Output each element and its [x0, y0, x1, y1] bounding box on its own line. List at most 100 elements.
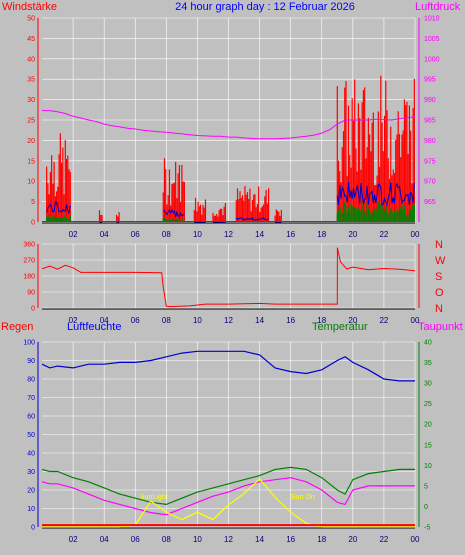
y-tick-label: 40: [27, 56, 35, 63]
x-tick-label: 00: [411, 230, 420, 239]
x-tick-label: 08: [162, 535, 171, 544]
wind-average-line: [235, 217, 269, 221]
y-tick-label: 100: [23, 340, 35, 347]
x-tick-label: 10: [193, 316, 202, 325]
y-tick-label: 5: [424, 483, 428, 490]
y-tick-label: 25: [424, 401, 432, 408]
y-tick-label: 20: [27, 138, 35, 145]
chart-title: 24 hour graph day : 12 Februar 2026: [175, 1, 355, 13]
y-tick-label: 1005: [424, 36, 440, 43]
y-tick-label: 1010: [424, 16, 440, 23]
sun-on-label: Sun On: [291, 494, 315, 501]
x-tick-label: 06: [131, 230, 140, 239]
y-tick-label: 40: [424, 340, 432, 347]
x-tick-label: 06: [131, 535, 140, 544]
y-tick-label: 10: [27, 506, 35, 513]
compass-labels: N W S O N: [435, 239, 446, 315]
compass-label: O: [435, 287, 444, 299]
headers: Windstärke 24 hour graph day : 12 Februa…: [1, 1, 463, 333]
y-tick-label: 975: [424, 158, 436, 165]
y-tick-label: 990: [424, 97, 436, 104]
x-tick-label: 10: [193, 535, 202, 544]
x-tick-label: 12: [224, 230, 233, 239]
x-tick-label: 00: [411, 535, 420, 544]
sunlight-line: [42, 478, 415, 528]
y-tick-label: 980: [424, 138, 436, 145]
y-tick-label: 80: [27, 377, 35, 384]
x-tick-label: 16: [286, 230, 295, 239]
x-tick-label: 18: [317, 535, 326, 544]
y-tick-label: 1000: [424, 56, 440, 63]
y-tick-label: 5: [31, 199, 35, 206]
y-tick-label: 270: [23, 258, 35, 265]
y-tick-label: 35: [424, 360, 432, 367]
y-tick-label: 970: [424, 179, 436, 186]
y-tick-label: -5: [424, 525, 430, 532]
x-tick-label: 04: [100, 535, 109, 544]
y-tick-label: 15: [27, 158, 35, 165]
x-tick-label: 02: [69, 535, 78, 544]
x-tick-label: 00: [411, 316, 420, 325]
x-tick-label: 04: [100, 316, 109, 325]
x-tick-label: 20: [348, 230, 357, 239]
x-tick-label: 10: [193, 230, 202, 239]
y-tick-label: 90: [27, 358, 35, 365]
y-tick-label: 0: [31, 306, 35, 313]
y-tick-label: 0: [424, 504, 428, 511]
wind-average-line: [163, 208, 185, 218]
x-tick-label: 18: [317, 316, 326, 325]
y-tick-label: 25: [27, 118, 35, 125]
x-tick-label: 06: [131, 316, 140, 325]
temperature-line: [41, 466, 415, 506]
y-tick-label: 45: [27, 36, 35, 43]
dewpoint-line: [41, 477, 415, 516]
compass-label: S: [435, 271, 442, 283]
x-tick-label: 16: [286, 535, 295, 544]
y-tick-label: 0: [31, 525, 35, 532]
y-tick-label: 40: [27, 451, 35, 458]
humidity-line: [41, 350, 415, 382]
x-tick-label: 14: [255, 230, 264, 239]
compass-label: N: [435, 239, 443, 251]
y-tick-label: 10: [424, 463, 432, 470]
temperature-axis-title: Temperatur: [312, 321, 368, 333]
y-tick-label: 50: [27, 432, 35, 439]
x-tick-label: 22: [379, 316, 388, 325]
y-tick-label: 30: [424, 381, 432, 388]
y-tick-label: 20: [424, 422, 432, 429]
y-tick-label: 30: [27, 97, 35, 104]
y-tick-label: 35: [27, 77, 35, 84]
x-tick-label: 02: [69, 230, 78, 239]
y-tick-label: 70: [27, 395, 35, 402]
y-tick-label: 0: [31, 220, 35, 227]
y-tick-label: 90: [27, 290, 35, 297]
y-tick-label: 50: [27, 16, 35, 23]
x-tick-label: 14: [255, 316, 264, 325]
wind-average-line: [336, 182, 415, 208]
compass-label: W: [435, 255, 446, 267]
wind-axis-title: Windstärke: [2, 1, 57, 13]
y-tick-label: 995: [424, 77, 436, 84]
wind-average-line: [46, 201, 71, 215]
x-tick-label: 12: [224, 535, 233, 544]
x-tick-label: 02: [69, 316, 78, 325]
compass-label: N: [435, 303, 443, 315]
x-tick-label: 20: [348, 316, 357, 325]
x-tick-label: 12: [224, 316, 233, 325]
x-tick-label: 22: [379, 230, 388, 239]
chart-marks: 0510152025303540455096597097598098599099…: [23, 16, 439, 545]
pressure-line: [42, 110, 416, 140]
y-tick-label: 30: [27, 469, 35, 476]
y-tick-label: 965: [424, 199, 436, 206]
y-tick-label: 360: [23, 242, 35, 249]
y-tick-label: 60: [27, 414, 35, 421]
rain-axis-title: Regen: [1, 321, 33, 333]
dewpoint-axis-title: Taupunkt: [418, 321, 463, 333]
pressure-axis-title: Luftdruck: [415, 1, 461, 13]
y-tick-label: 15: [424, 442, 432, 449]
x-tick-label: 08: [162, 316, 171, 325]
x-tick-label: 18: [317, 230, 326, 239]
x-tick-label: 16: [286, 316, 295, 325]
